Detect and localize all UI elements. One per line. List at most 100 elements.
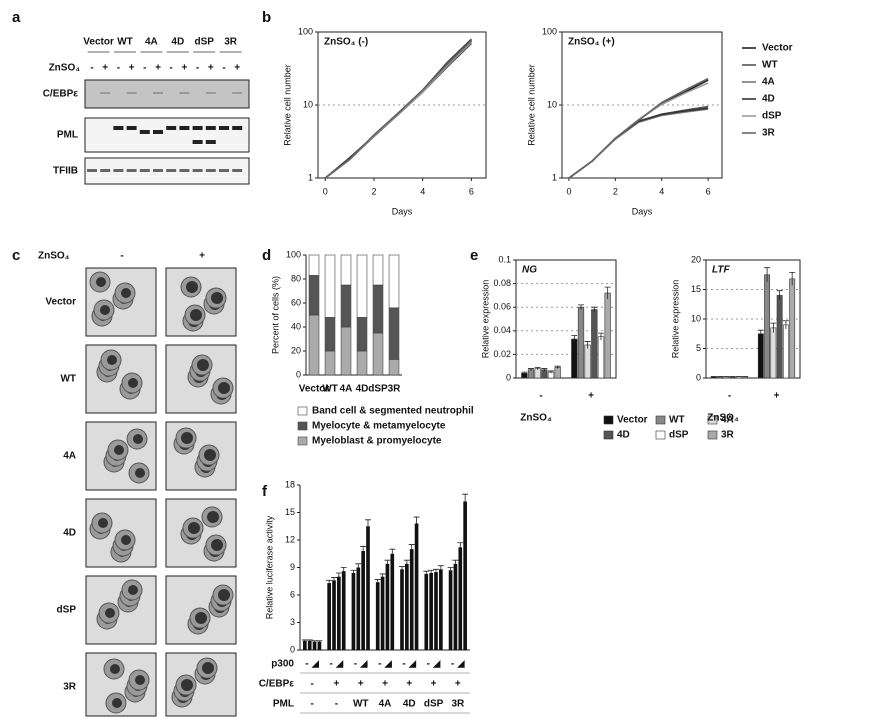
error-bar <box>462 494 468 501</box>
error-bar <box>380 574 386 577</box>
x-tick-label: 6 <box>706 186 711 196</box>
bar-segment <box>325 351 335 375</box>
x-axis-label: ZnSO₄ <box>520 413 552 424</box>
legend-swatch <box>656 431 665 439</box>
bar-segment <box>341 255 351 285</box>
bar-segment <box>309 255 319 275</box>
lane-label: 4A <box>145 37 158 48</box>
row-cell: + <box>455 679 461 690</box>
legend-swatch <box>298 422 307 430</box>
legend-swatch <box>298 407 307 415</box>
error-bar <box>423 571 429 574</box>
lane-label: WT <box>117 37 133 48</box>
bar-segment <box>309 315 319 375</box>
bar <box>415 524 419 651</box>
bar-segment <box>357 317 367 351</box>
band <box>193 126 203 130</box>
legend-label: WT <box>669 415 685 426</box>
x-tick-label: - <box>539 391 542 402</box>
y-tick-label: 0.06 <box>493 302 511 312</box>
bar <box>352 573 356 650</box>
bar-segment <box>373 285 383 333</box>
bar <box>366 526 370 650</box>
row-cell: + <box>431 679 437 690</box>
treatment-sign: + <box>208 63 214 74</box>
row-label: 4D <box>63 528 76 539</box>
bar-segment <box>389 255 399 308</box>
chart-title: NG <box>522 265 537 276</box>
bar <box>585 345 591 378</box>
bar <box>434 572 438 650</box>
band <box>219 126 229 130</box>
row-cell: + <box>382 679 388 690</box>
error-bar <box>404 560 410 564</box>
legend-label: Vector <box>762 43 793 54</box>
treatment-label: ZnSO₄ <box>49 63 81 74</box>
row-cell: 3R <box>451 699 465 710</box>
band <box>153 130 163 134</box>
legend-label: WT <box>762 60 778 71</box>
bar <box>790 279 795 378</box>
band <box>193 140 203 144</box>
row-cell: + <box>406 679 412 690</box>
x-tick-label: 4A <box>340 384 353 395</box>
error-bar <box>336 573 342 577</box>
band <box>179 126 189 130</box>
band <box>179 169 189 172</box>
series-line <box>569 79 708 178</box>
bar <box>535 369 541 378</box>
lane-label: 4D <box>171 37 184 48</box>
bar <box>342 571 346 650</box>
row-cell: - ◢ <box>451 659 465 670</box>
bar <box>429 573 433 650</box>
y-tick-label: 0.04 <box>493 325 511 335</box>
x-tick-label: 4 <box>659 186 664 196</box>
x-tick-label: 4D <box>356 384 369 395</box>
nucleus <box>107 355 117 365</box>
bar-segment <box>325 317 335 351</box>
bar <box>410 549 414 650</box>
nucleus <box>100 305 110 315</box>
error-bar <box>355 564 361 568</box>
bar <box>598 337 604 378</box>
panel-label: f <box>262 483 268 500</box>
y-tick-label: 0 <box>506 372 511 382</box>
error-bar <box>457 543 463 548</box>
bar <box>555 367 561 378</box>
bar <box>463 502 467 651</box>
band <box>206 92 216 94</box>
y-tick-label: 3 <box>290 617 295 627</box>
band <box>153 92 163 94</box>
legend-label: Myelocyte & metamyelocyte <box>312 421 446 432</box>
treatment-sign: - <box>117 63 120 74</box>
bar-segment <box>341 285 351 327</box>
chart-title: ZnSO₄ (+) <box>568 37 615 48</box>
lane-label: 3R <box>224 37 238 48</box>
nucleus <box>128 378 138 388</box>
lane-label: dSP <box>194 37 214 48</box>
nucleus <box>197 359 209 371</box>
row-cell: 4A <box>379 699 392 710</box>
y-tick-label: 60 <box>291 297 301 307</box>
error-bar <box>350 570 356 573</box>
error-bar <box>341 568 347 572</box>
bar-segment <box>325 255 335 317</box>
nucleus <box>98 518 108 528</box>
error-bar <box>326 580 332 583</box>
band <box>166 169 176 172</box>
bar <box>439 569 443 650</box>
legend-label: dSP <box>669 430 689 441</box>
error-bar <box>409 545 415 550</box>
legend-label: Band cell & segmented neutrophil <box>312 406 474 417</box>
y-axis-label: Relative expression <box>670 280 680 359</box>
x-axis-label: Days <box>632 206 653 216</box>
x-tick-label: 0 <box>323 186 328 196</box>
bar <box>764 275 769 378</box>
treatment-sign: - <box>90 63 93 74</box>
legend-swatch <box>656 416 665 424</box>
bar <box>405 564 409 650</box>
x-axis-label: ZnSO₄ <box>707 413 739 424</box>
bar <box>313 642 317 650</box>
error-bar <box>433 569 439 572</box>
x-axis-label: Days <box>392 206 413 216</box>
